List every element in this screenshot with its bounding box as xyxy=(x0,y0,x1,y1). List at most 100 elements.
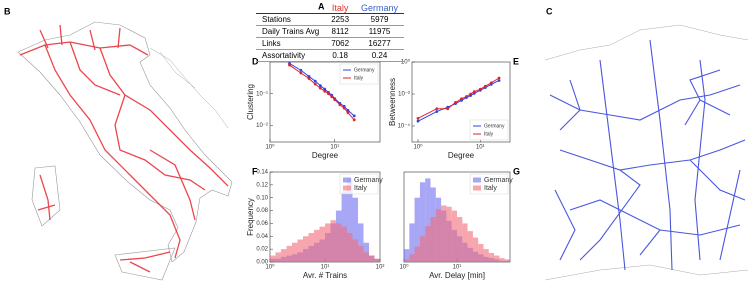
point xyxy=(465,95,468,98)
point xyxy=(333,98,337,102)
hist-bar xyxy=(357,245,364,262)
legend-label: Italy xyxy=(354,185,367,192)
x-tick-label: 10¹ xyxy=(330,145,339,151)
hist-bar xyxy=(302,236,309,262)
row-label: Stations xyxy=(256,13,326,26)
point xyxy=(483,84,487,88)
point xyxy=(318,86,322,90)
point xyxy=(454,100,457,104)
point xyxy=(299,71,303,75)
legend-label: Italy xyxy=(484,131,494,137)
table-cell: 11975 xyxy=(355,25,405,38)
hist-bar xyxy=(451,210,457,262)
table-cell: 0.18 xyxy=(325,49,356,62)
y-tick-label: 10⁻² xyxy=(398,92,410,98)
plot-area xyxy=(404,178,510,262)
hist-bar xyxy=(297,239,303,262)
legend-label: Italy xyxy=(354,75,364,81)
y-tick-label: 0.12 xyxy=(256,182,268,188)
x-axis-label: Degree xyxy=(312,151,339,160)
hist-bar xyxy=(483,249,489,262)
x-axis-label: Avr. # Trains xyxy=(303,271,347,280)
hist-bar xyxy=(435,209,442,262)
point xyxy=(489,81,493,85)
hist-bar xyxy=(414,197,420,262)
row-label: Assortativity xyxy=(256,49,326,62)
point xyxy=(352,114,356,118)
legend-swatch xyxy=(473,185,481,191)
hist-bar xyxy=(472,237,479,262)
column-header: Germany xyxy=(355,2,405,14)
table-cell: 5979 xyxy=(355,13,405,26)
table-row: Assortativity 0.18 0.24 xyxy=(256,49,405,62)
table-row: Daily Trains Avg 8112 11975 xyxy=(256,25,405,38)
hist-bar xyxy=(308,233,315,262)
hist-bar xyxy=(291,242,298,262)
chart: 10⁰ 10¹ 10² 0.00 0.02 0.04 0.06 0.08 0.10 0.12 0.1… xyxy=(246,170,384,281)
hist-bar xyxy=(335,223,342,262)
legend-swatch xyxy=(343,185,351,191)
hist-bar xyxy=(467,231,473,262)
y-tick-label: 10⁻⁴ xyxy=(398,123,411,130)
hist-bar xyxy=(419,182,426,262)
panel-label: B xyxy=(4,6,11,16)
hist-bar xyxy=(457,217,463,262)
corner-cell xyxy=(256,2,326,14)
point xyxy=(478,87,482,91)
point xyxy=(338,103,342,107)
hist-bar xyxy=(314,229,320,262)
hist-bar xyxy=(357,223,364,262)
point xyxy=(416,119,420,123)
hist-bar xyxy=(462,223,468,262)
point xyxy=(416,116,420,120)
x-tick-label: 10¹ xyxy=(476,145,485,151)
legend-label: Italy xyxy=(484,185,497,192)
point xyxy=(288,63,291,67)
table-row: Stations 2253 5979 xyxy=(256,13,405,26)
hist-bar xyxy=(441,205,447,262)
point xyxy=(497,79,501,82)
hist-bar xyxy=(346,233,353,262)
hist-bar xyxy=(430,217,436,262)
point xyxy=(318,84,322,88)
hist-bar xyxy=(346,178,353,262)
hist-bar xyxy=(425,226,431,262)
hist-bar xyxy=(494,255,500,262)
legend-label: Germany xyxy=(354,67,375,73)
panel-label: F xyxy=(252,166,258,176)
x-axis-label: Avr. Delay [min] xyxy=(429,271,485,280)
table-cell: 8112 xyxy=(325,25,356,38)
germany-map xyxy=(544,24,748,281)
point xyxy=(299,68,303,72)
plot-area xyxy=(270,178,380,262)
point xyxy=(327,92,330,96)
y-axis-label: Betweenness xyxy=(388,78,397,126)
hist-bar xyxy=(341,226,347,262)
hist-bar xyxy=(499,258,505,262)
x-tick-label: 10⁰ xyxy=(265,144,275,151)
hist-bar xyxy=(446,206,452,262)
hist-bar xyxy=(478,244,484,262)
y-tick-label: 0.00 xyxy=(256,260,268,266)
point xyxy=(446,107,450,111)
x-tick-label: 10⁰ xyxy=(399,264,409,271)
hist-bar xyxy=(374,258,380,262)
hist-bar xyxy=(488,253,495,262)
hist-bar xyxy=(352,197,358,262)
y-tick-label: 10⁰ xyxy=(401,59,411,66)
point xyxy=(307,75,311,78)
table-row: Links 7062 16277 xyxy=(256,37,405,50)
point xyxy=(342,106,346,110)
y-axis-label: Frequency xyxy=(246,198,255,236)
point xyxy=(307,77,311,80)
point xyxy=(346,108,350,112)
table-cell: 0.24 xyxy=(355,49,405,62)
point xyxy=(323,87,327,91)
y-axis-label: Clustering xyxy=(246,84,255,120)
point xyxy=(435,110,439,113)
point xyxy=(323,89,327,93)
